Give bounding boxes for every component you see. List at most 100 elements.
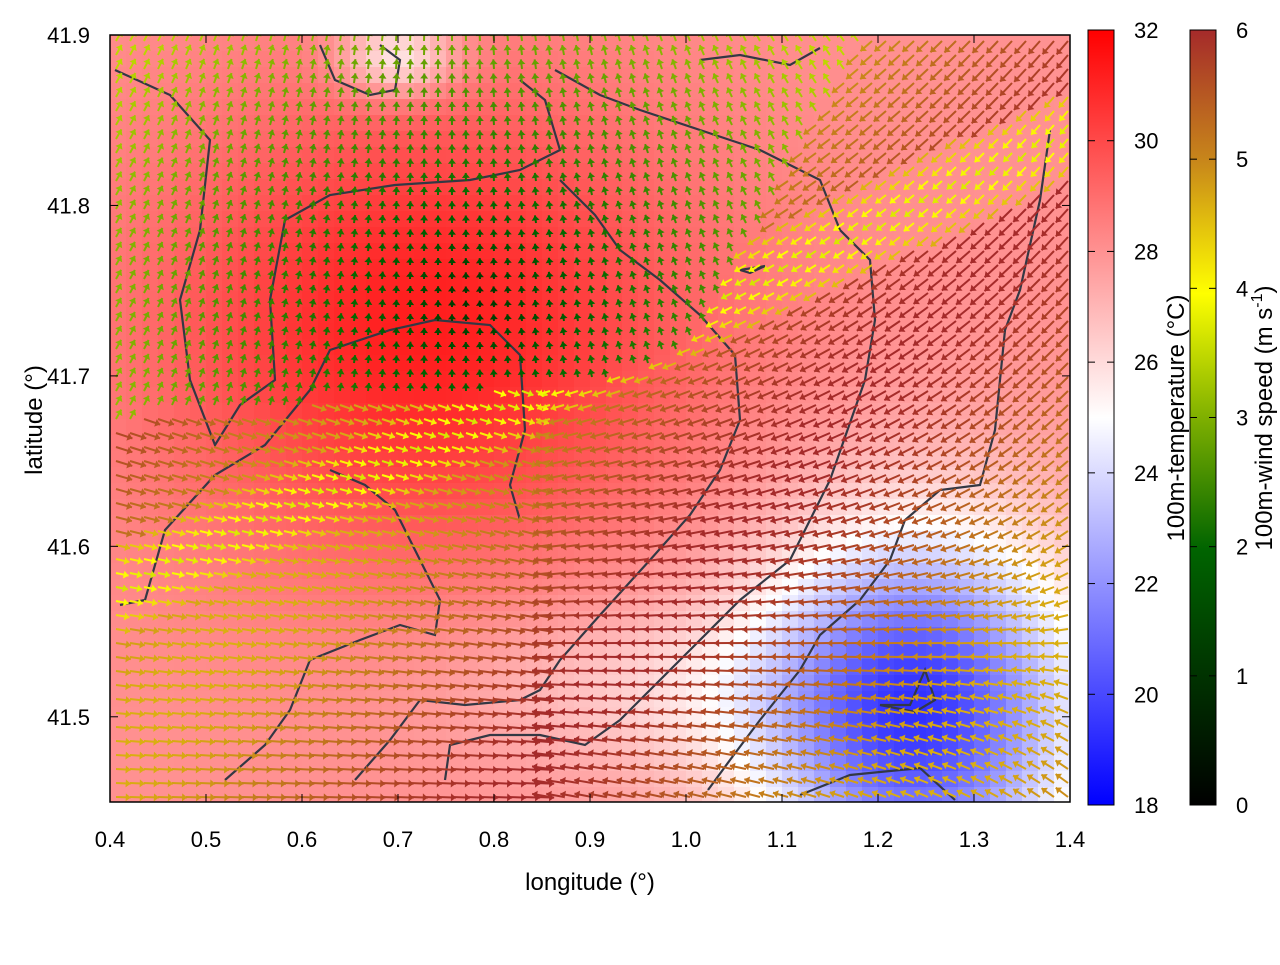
heat-cell bbox=[878, 611, 895, 628]
heat-cell bbox=[942, 195, 959, 212]
heat-cell bbox=[446, 195, 463, 212]
heat-cell bbox=[142, 355, 159, 372]
heat-cell bbox=[574, 707, 591, 724]
heat-cell bbox=[462, 51, 479, 68]
heat-cell bbox=[798, 611, 815, 628]
heat-cell bbox=[382, 611, 399, 628]
heat-cell bbox=[510, 243, 527, 260]
heat-cell bbox=[446, 387, 463, 404]
heat-cell bbox=[142, 131, 159, 148]
heat-cell bbox=[110, 451, 127, 468]
heat-cell bbox=[670, 499, 687, 516]
heat-cell bbox=[446, 275, 463, 292]
heat-cell bbox=[414, 771, 431, 788]
heat-cell bbox=[398, 675, 415, 692]
wind-arrow-shaft bbox=[507, 31, 508, 41]
heat-cell bbox=[238, 67, 255, 84]
heat-cell bbox=[398, 355, 415, 372]
heat-cell bbox=[302, 339, 319, 356]
heat-cell bbox=[382, 675, 399, 692]
heat-cell bbox=[622, 595, 639, 612]
heat-cell bbox=[414, 51, 431, 68]
heat-cell bbox=[814, 83, 831, 100]
heat-cell bbox=[414, 355, 431, 372]
heat-cell bbox=[142, 675, 159, 692]
heat-cell bbox=[414, 99, 431, 116]
wind-arrow-shaft bbox=[521, 31, 522, 41]
heat-cell bbox=[398, 115, 415, 132]
heat-cell bbox=[462, 771, 479, 788]
heat-cell bbox=[238, 99, 255, 116]
heat-cell bbox=[638, 659, 655, 676]
heat-cell bbox=[782, 595, 799, 612]
heat-cell bbox=[206, 35, 223, 52]
heat-cell bbox=[126, 563, 143, 580]
heat-cell bbox=[558, 195, 575, 212]
heat-cell bbox=[734, 611, 751, 628]
heat-cell bbox=[414, 787, 431, 804]
heat-cell bbox=[110, 675, 127, 692]
heat-cell bbox=[622, 291, 639, 308]
heat-cell bbox=[286, 499, 303, 516]
heat-cell bbox=[526, 227, 543, 244]
heat-cell bbox=[446, 611, 463, 628]
heat-cell bbox=[574, 563, 591, 580]
heat-cell bbox=[510, 179, 527, 196]
heat-cell bbox=[1006, 691, 1023, 708]
heat-cell bbox=[398, 387, 415, 404]
heat-cell bbox=[414, 339, 431, 356]
heat-cell bbox=[350, 227, 367, 244]
heat-cell bbox=[558, 131, 575, 148]
heat-cell bbox=[734, 499, 751, 516]
heat-cell bbox=[670, 563, 687, 580]
heat-cell bbox=[558, 115, 575, 132]
plot-area bbox=[110, 31, 1071, 804]
heat-cell bbox=[654, 323, 671, 340]
heat-cell bbox=[206, 99, 223, 116]
heat-cell bbox=[622, 659, 639, 676]
heat-cell bbox=[958, 611, 975, 628]
heat-cell bbox=[302, 291, 319, 308]
heat-cell bbox=[318, 563, 335, 580]
heat-cell bbox=[142, 35, 159, 52]
heat-cell bbox=[110, 787, 127, 804]
heat-cell bbox=[414, 67, 431, 84]
heat-cell bbox=[302, 243, 319, 260]
heat-cell bbox=[478, 675, 495, 692]
heat-cell bbox=[334, 723, 351, 740]
heat-cell bbox=[446, 227, 463, 244]
heat-cell bbox=[558, 595, 575, 612]
heat-cell bbox=[350, 67, 367, 84]
heat-cell bbox=[622, 307, 639, 324]
heat-cell bbox=[238, 227, 255, 244]
heat-cell bbox=[142, 403, 159, 420]
heat-cell bbox=[190, 611, 207, 628]
heat-cell bbox=[638, 707, 655, 724]
heat-cell bbox=[414, 179, 431, 196]
heat-cell bbox=[718, 275, 735, 292]
heat-cell bbox=[654, 99, 671, 116]
heat-cell bbox=[782, 387, 799, 404]
heat-cell bbox=[878, 659, 895, 676]
heat-cell bbox=[398, 771, 415, 788]
heat-cell bbox=[686, 659, 703, 676]
heat-cell bbox=[878, 755, 895, 772]
heat-cell bbox=[350, 115, 367, 132]
heat-cell bbox=[350, 99, 367, 116]
heat-cell bbox=[286, 723, 303, 740]
heat-cell bbox=[270, 675, 287, 692]
heat-cell bbox=[926, 659, 943, 676]
heat-cell bbox=[622, 339, 639, 356]
heat-cell bbox=[1038, 275, 1055, 292]
heat-cell bbox=[510, 307, 527, 324]
heat-cell bbox=[526, 99, 543, 116]
heat-cell bbox=[798, 707, 815, 724]
heat-cell bbox=[334, 771, 351, 788]
wind-arrow-shaft bbox=[479, 31, 480, 41]
heat-cell bbox=[1038, 659, 1055, 676]
heat-cell bbox=[446, 51, 463, 68]
heat-cell bbox=[750, 563, 767, 580]
heat-cell bbox=[110, 771, 127, 788]
heat-cell bbox=[670, 99, 687, 116]
